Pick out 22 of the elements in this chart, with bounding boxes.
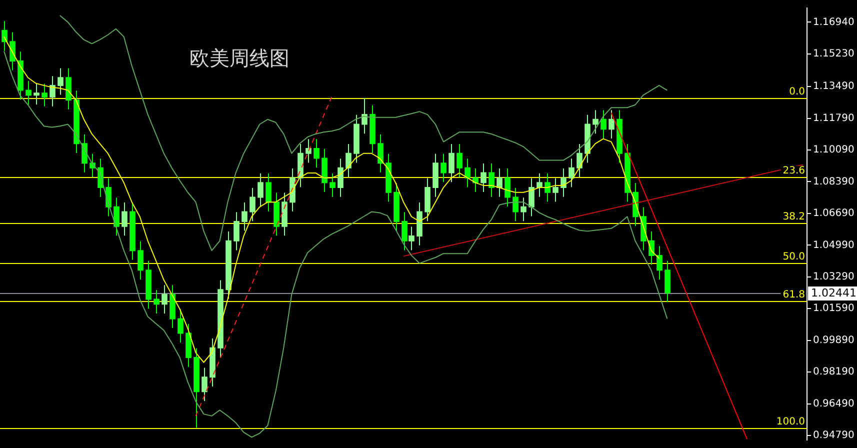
y-tick-label: 1.04990 <box>813 240 854 251</box>
annotation: 23.6 <box>782 166 805 177</box>
text: 欧美周线图 <box>190 46 290 70</box>
annotation: 38.2 <box>782 212 805 223</box>
y-tick-label: 0.98190 <box>813 366 854 378</box>
ref-line-label: 1.02441 <box>811 286 856 300</box>
y-tick-label: 1.11790 <box>813 112 854 124</box>
y-tick-label: 1.01590 <box>813 303 854 314</box>
annotation: 50.0 <box>782 252 805 263</box>
y-tick-label: 1.10090 <box>813 144 854 156</box>
y-tick-label: 1.16940 <box>813 16 854 28</box>
y-tick-label: 1.08390 <box>813 176 854 188</box>
y-tick-label: 1.15230 <box>813 48 854 60</box>
y-tick-label: 1.03290 <box>813 271 854 282</box>
annotation: 0.0 <box>789 86 805 98</box>
y-tick-label: 1.13490 <box>813 81 854 92</box>
annotation: 61.8 <box>782 290 805 301</box>
y-tick-label: 0.96490 <box>813 398 854 410</box>
annotation: 100.0 <box>776 416 805 428</box>
y-tick-label: 0.94790 <box>813 430 854 442</box>
y-tick-label: 1.06690 <box>813 208 854 220</box>
y-tick-label: 0.99890 <box>813 334 854 346</box>
